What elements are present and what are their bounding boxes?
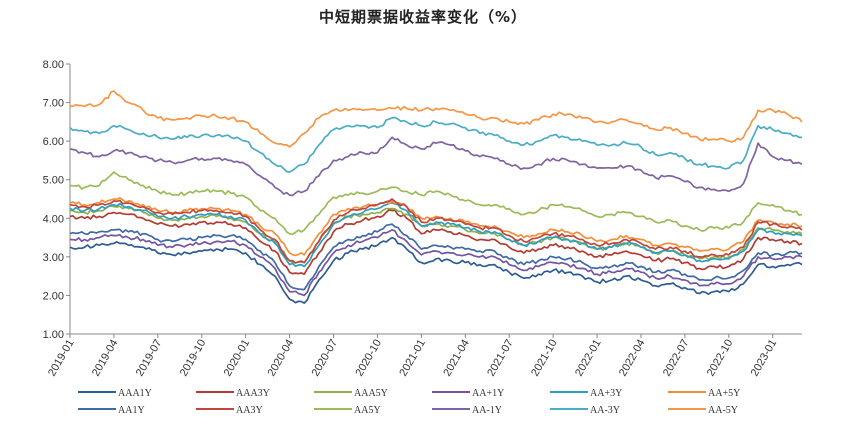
legend-label: AA3Y xyxy=(236,405,263,416)
chart-title: 中短期票据收益率变化（%） xyxy=(318,8,528,26)
x-tick-label: 2021-04 xyxy=(441,338,472,379)
y-tick-label: 8.00 xyxy=(43,59,64,71)
x-tick-label: 2022-10 xyxy=(705,338,736,379)
legend-label: AAA5Y xyxy=(354,388,388,399)
y-axis: 1.00 2.00 3.00 4.00 5.00 6.00 7.00 8.00 xyxy=(43,59,71,341)
x-tick-label: 2023-01 xyxy=(749,338,780,379)
legend-label: AAA1Y xyxy=(118,388,152,399)
x-tick-label: 2020-04 xyxy=(266,338,297,379)
series-line-AA+1Y xyxy=(69,229,803,297)
x-tick-label: 2022-01 xyxy=(573,338,604,379)
y-tick-label: 3.00 xyxy=(43,252,64,264)
series-line-AA-1Y xyxy=(69,136,803,197)
x-tick-label: 2021-01 xyxy=(397,338,428,379)
series-line-AA+5Y xyxy=(69,197,803,257)
legend-label: AA-3Y xyxy=(590,405,620,416)
x-axis: 2019-01 2019-04 2019-07 2019-10 2020-01 2020-… xyxy=(46,333,802,379)
y-tick-label: 7.00 xyxy=(43,98,64,110)
series-line-AA-3Y xyxy=(69,116,803,173)
x-tick-label: 2019-10 xyxy=(178,338,209,379)
legend-label: AA5Y xyxy=(354,405,381,416)
legend-label: AA+1Y xyxy=(472,388,504,399)
y-tick-label: 2.00 xyxy=(43,290,64,302)
x-tick-label: 2019-07 xyxy=(134,338,165,379)
y-tick-label: 4.00 xyxy=(43,213,64,225)
x-tick-label: 2021-07 xyxy=(485,338,516,379)
x-tick-label: 2020-10 xyxy=(353,338,384,379)
x-tick-label: 2022-04 xyxy=(617,338,648,379)
x-tick-label: 2021-10 xyxy=(529,338,560,379)
legend-label: AA+5Y xyxy=(708,388,740,399)
legend-label: AA+3Y xyxy=(590,388,622,399)
x-tick-label: 2022-07 xyxy=(661,338,692,379)
legend-label: AAA3Y xyxy=(236,388,270,399)
series-line-AA5Y xyxy=(69,171,803,236)
y-tick-label: 5.00 xyxy=(43,175,64,187)
x-tick-label: 2020-01 xyxy=(222,338,253,379)
legend-label: AA-1Y xyxy=(472,405,502,416)
series-line-AA1Y xyxy=(69,223,803,291)
legend-label: AA1Y xyxy=(118,405,145,416)
y-tick-label: 1.00 xyxy=(43,329,64,341)
y-tick-label: 6.00 xyxy=(43,136,64,148)
legend-label: AA-5Y xyxy=(708,405,738,416)
x-tick-label: 2019-01 xyxy=(46,338,77,379)
series-line-AAA3Y xyxy=(69,209,803,276)
series-line-AAA1Y xyxy=(69,236,803,304)
series-line-AA+3Y xyxy=(69,202,803,268)
legend: AAA1Y AAA3Y AAA5Y AA+1Y AA+3Y AA+5Y AA1Y AA3Y AA… xyxy=(78,388,740,416)
x-tick-label: 2020-07 xyxy=(310,338,341,379)
series-line-AA-5Y xyxy=(69,90,803,148)
series-line-AA3Y xyxy=(69,198,803,264)
x-tick-label: 2019-04 xyxy=(90,338,121,379)
series-lines xyxy=(69,90,803,304)
